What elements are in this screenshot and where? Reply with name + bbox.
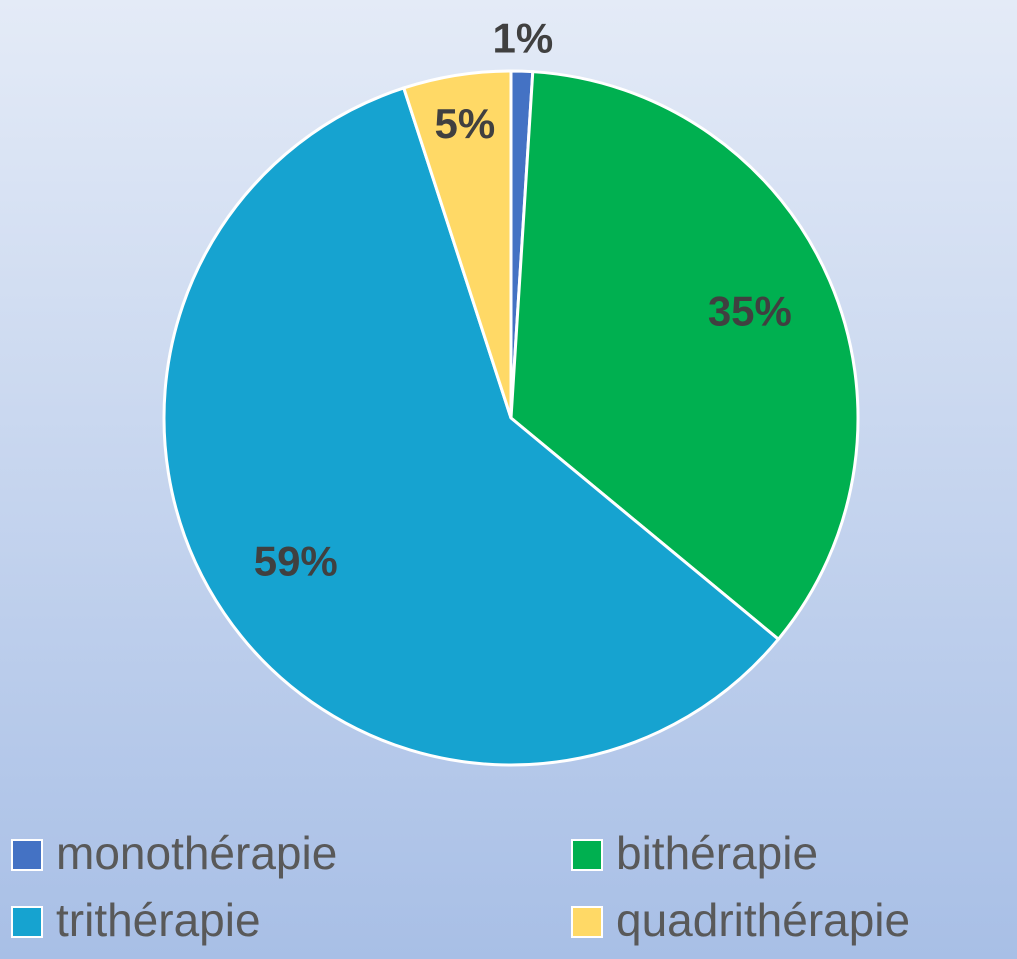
pie-slice — [509, 70, 860, 642]
legend-label: trithérapie — [56, 894, 261, 946]
legend-swatch — [11, 906, 43, 938]
legend-label: monothérapie — [56, 827, 337, 879]
legend-label: bithérapie — [616, 827, 818, 879]
legend-swatch — [571, 839, 603, 871]
legend-label: quadrithérapie — [616, 894, 910, 946]
data-label: 5% — [435, 100, 496, 147]
pie-slice — [162, 86, 781, 767]
legend-swatch — [571, 906, 603, 938]
pie-slice — [401, 69, 513, 419]
data-label: 35% — [708, 288, 792, 335]
data-label: 1% — [492, 14, 553, 61]
data-label: 59% — [254, 537, 338, 584]
legend-swatch — [11, 839, 43, 871]
